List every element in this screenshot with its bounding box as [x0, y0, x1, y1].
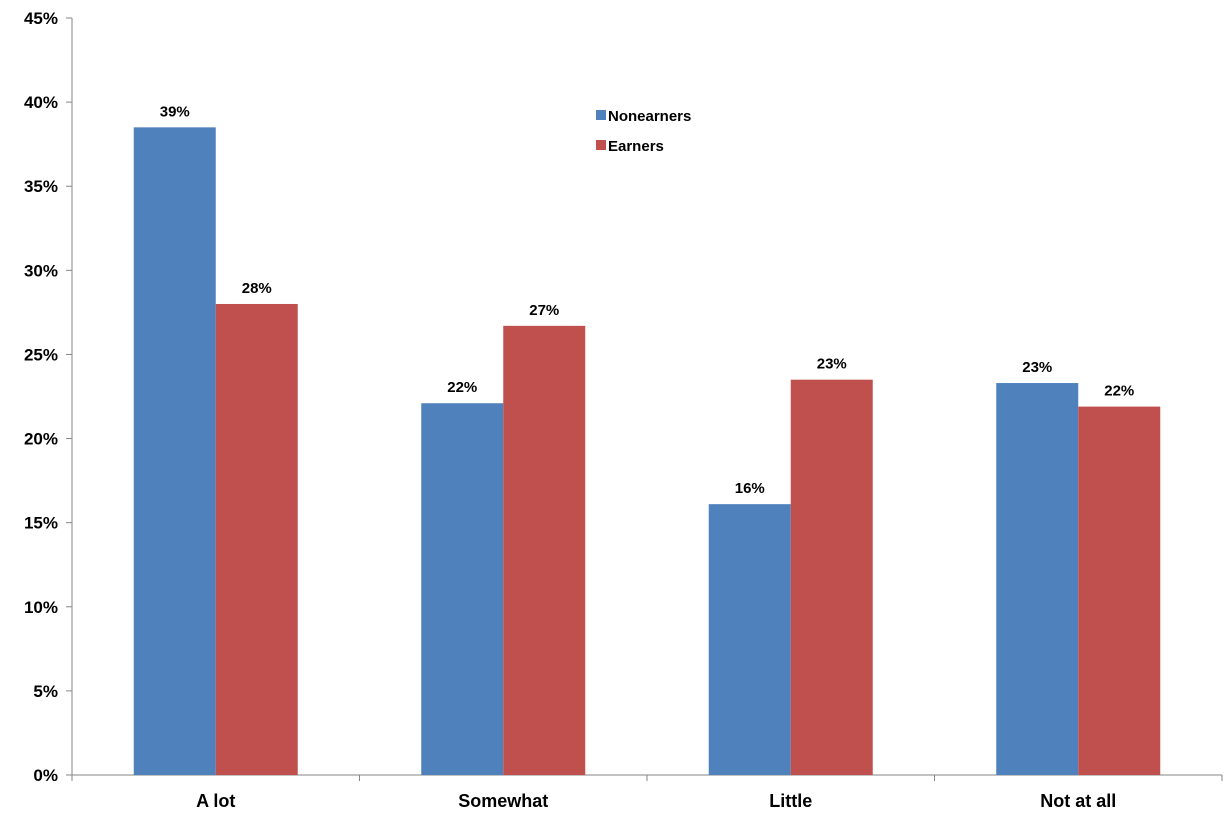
legend: Nonearners Earners — [596, 108, 691, 155]
data-labels: 39% 28% 22% 27% 16% 23% 23% 22% — [160, 103, 1135, 497]
y-tick-label: 40% — [24, 93, 58, 112]
y-tick-label: 0% — [33, 766, 58, 785]
data-label: 16% — [735, 480, 765, 497]
data-label: 23% — [817, 356, 847, 373]
data-label: 28% — [242, 280, 272, 297]
data-label: 23% — [1022, 359, 1052, 376]
legend-label: Nonearners — [608, 108, 691, 125]
bar-earners — [503, 325, 586, 775]
y-tick-label: 30% — [24, 261, 58, 280]
y-tick-label: 35% — [24, 177, 58, 196]
legend-label: Earners — [608, 138, 664, 155]
category-label: Somewhat — [458, 791, 548, 811]
data-label: 27% — [529, 302, 559, 319]
bar-nonearners — [996, 383, 1079, 775]
legend-swatch — [596, 110, 606, 120]
data-label: 22% — [1104, 383, 1134, 400]
bar-nonearners — [708, 504, 791, 775]
bar-nonearners — [133, 127, 216, 776]
y-axis: 0% 5% 10% 15% 20% 25% 30% 35% 40% 45% — [24, 9, 73, 785]
category-label: Little — [769, 791, 812, 811]
y-tick-label: 15% — [24, 514, 58, 533]
bar-nonearners — [421, 403, 504, 775]
bar-earners — [1078, 406, 1161, 775]
category-label: A lot — [196, 791, 235, 811]
data-label: 39% — [160, 103, 190, 120]
y-tick-label: 25% — [24, 345, 58, 364]
x-axis: A lot Somewhat Little Not at all — [71, 774, 1223, 811]
y-tick-label: 20% — [24, 430, 58, 449]
legend-swatch — [596, 140, 606, 150]
bar-earners — [790, 379, 873, 775]
bar-earners — [215, 303, 298, 775]
y-tick-label: 10% — [24, 598, 58, 617]
y-tick-label: 5% — [33, 682, 58, 701]
bars — [133, 127, 1161, 776]
data-label: 22% — [447, 379, 477, 396]
category-label: Not at all — [1040, 791, 1116, 811]
y-tick-label: 45% — [24, 9, 58, 28]
